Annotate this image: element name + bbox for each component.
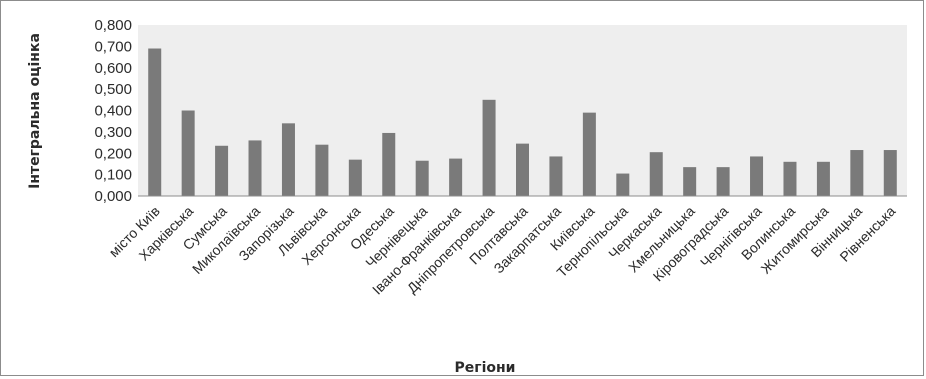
- bar: [582, 112, 596, 196]
- bar: [215, 145, 229, 196]
- y-tick-label: 0,700: [94, 38, 132, 55]
- y-tick-label: 0,800: [94, 17, 132, 34]
- y-tick-label: 0,200: [94, 145, 132, 162]
- bar: [148, 48, 162, 197]
- bar: [850, 150, 864, 196]
- bar: [816, 161, 830, 196]
- y-tick-label: 0,600: [94, 60, 132, 77]
- y-tick-label: 0,400: [94, 103, 132, 120]
- bar: [649, 152, 663, 196]
- y-tick-label: 0,500: [94, 81, 132, 98]
- bar: [248, 140, 262, 196]
- y-tick-label: 0,100: [94, 167, 132, 184]
- bar: [482, 99, 496, 196]
- bar: [449, 158, 463, 196]
- bar: [315, 144, 329, 196]
- y-tick-label: 0,300: [94, 124, 132, 141]
- bar: [415, 160, 429, 196]
- bar: [281, 123, 295, 196]
- x-axis-title: Регіони: [455, 360, 516, 376]
- bar: [716, 167, 730, 196]
- bar: [783, 161, 797, 196]
- bar: [516, 143, 529, 196]
- bar: [683, 167, 697, 196]
- bar: [883, 150, 897, 196]
- bar: [181, 110, 195, 196]
- bar: [348, 159, 362, 196]
- bar: [616, 173, 630, 196]
- bar: [382, 132, 396, 196]
- y-axis-title: Інтегральна оцінка: [27, 33, 43, 189]
- y-tick-label: 0,000: [94, 188, 132, 205]
- bar: [549, 156, 563, 196]
- bar: [750, 156, 764, 196]
